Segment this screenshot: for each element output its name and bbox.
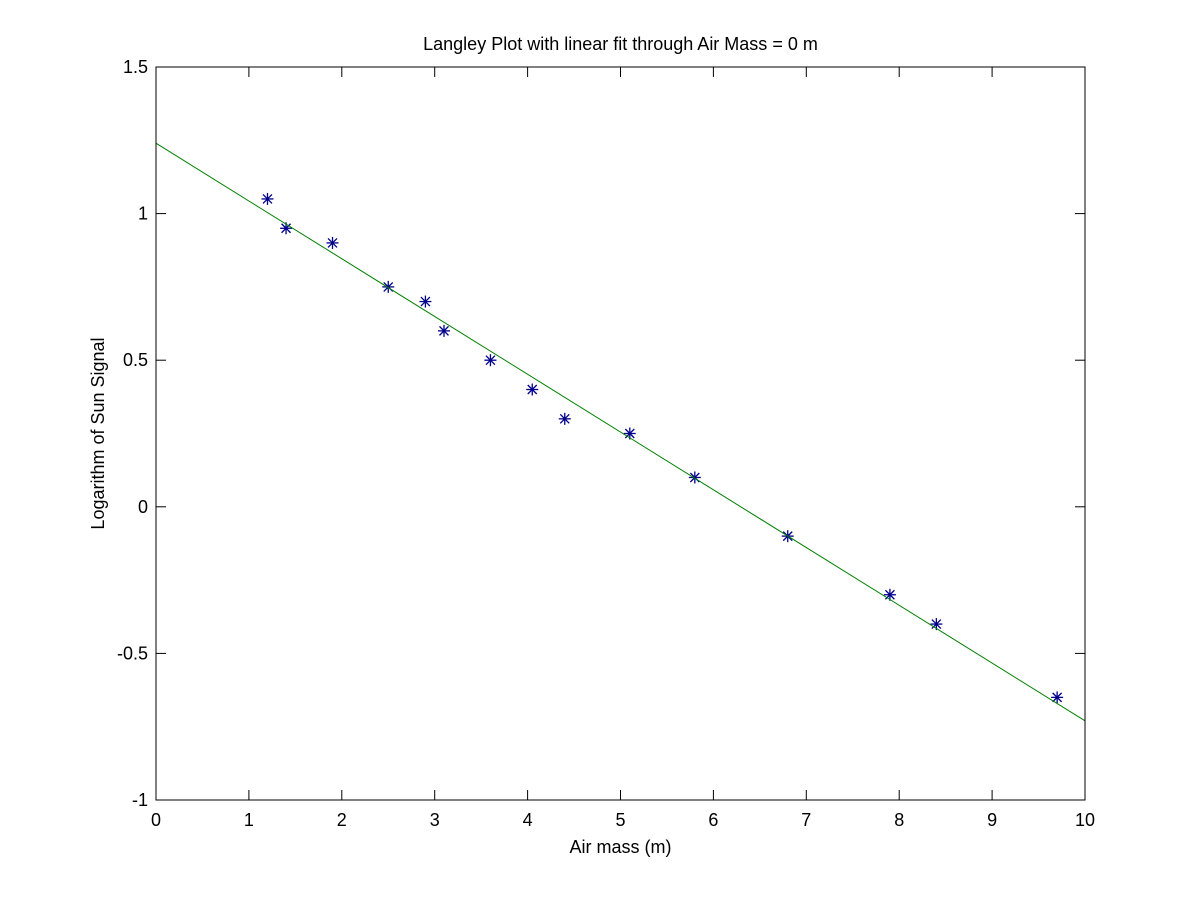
x-tick-label: 2	[337, 810, 347, 830]
data-point	[688, 471, 701, 484]
x-tick-label: 5	[615, 810, 625, 830]
series-layer	[155, 142, 1086, 722]
y-tick-label: -0.5	[117, 643, 148, 663]
data-point	[280, 222, 293, 235]
x-tick-label: 1	[244, 810, 254, 830]
x-tick-label: 8	[894, 810, 904, 830]
axes-box	[155, 66, 1086, 801]
x-tick-label: 4	[523, 810, 533, 830]
data-point	[419, 295, 432, 308]
x-tick-label: 10	[1075, 810, 1095, 830]
x-axis-label: Air mass (m)	[570, 837, 672, 857]
linear-fit-line	[155, 142, 1086, 722]
data-point	[1051, 691, 1064, 704]
data-point	[526, 383, 539, 396]
data-point	[382, 280, 395, 293]
x-tick-label: 3	[430, 810, 440, 830]
plot-area	[156, 67, 1085, 800]
y-tick-label: 0	[138, 497, 148, 517]
data-point	[558, 412, 571, 425]
data-point	[484, 354, 497, 367]
tick-layer: 0 1 2 3 4 5 6 7 8 9 10 -1 -0.5 0 0.5 1 1.5	[117, 57, 1095, 830]
y-tick-label: 1	[138, 204, 148, 224]
x-tick-label: 7	[801, 810, 811, 830]
x-tick-label: 6	[708, 810, 718, 830]
y-tick-label: 1.5	[123, 57, 148, 77]
y-tick-label: -1	[132, 790, 148, 810]
chart-title: Langley Plot with linear fit through Air…	[423, 34, 818, 54]
y-tick-label: 0.5	[123, 350, 148, 370]
x-tick-label: 0	[151, 810, 161, 830]
data-point	[326, 236, 339, 249]
x-tick-label: 9	[987, 810, 997, 830]
y-axis-label: Logarithm of Sun Signal	[88, 337, 108, 529]
data-point	[437, 324, 450, 337]
data-point	[261, 192, 274, 205]
